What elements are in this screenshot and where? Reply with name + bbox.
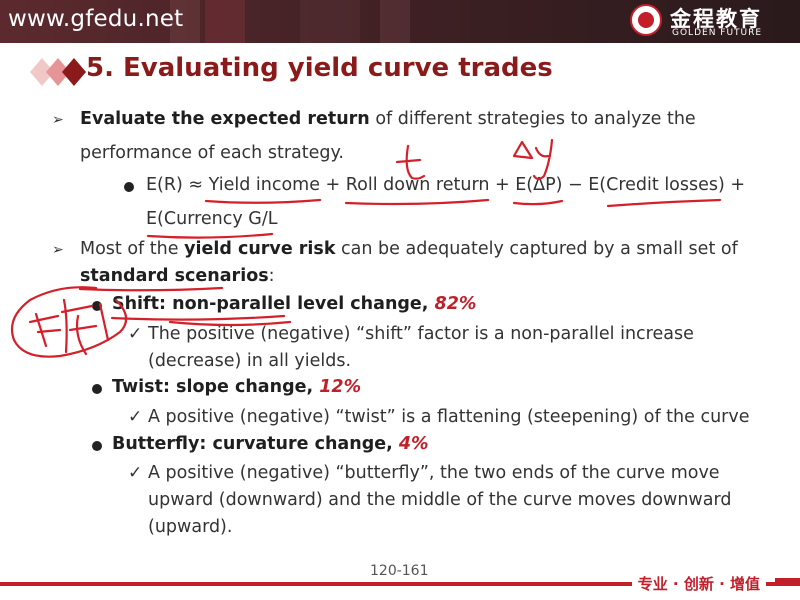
title-diamond-icon: [30, 58, 86, 86]
bullet-2-colon: :: [268, 266, 275, 286]
ink-underline-yield-income: [204, 198, 322, 204]
twist-heading: Twist: slope change, 12%: [112, 377, 361, 397]
shift-percent: 82%: [434, 294, 477, 314]
site-url[interactable]: www.gfedu.net: [8, 6, 184, 32]
bullet-1-text: Evaluate the expected return of differen…: [80, 109, 696, 129]
butterfly-percent: 4%: [398, 434, 429, 454]
ink-underline-currency: [146, 232, 274, 239]
ink-underline-roll-down: [344, 198, 490, 206]
butterfly-desc-1: A positive (negative) “butterfly”, the t…: [148, 463, 720, 483]
bullet-2-line2: standard scenarios:: [80, 266, 275, 286]
twist-percent: 12%: [319, 377, 362, 397]
butterfly-heading: Butterfly: curvature change, 4%: [112, 434, 429, 454]
check-icon: ✓: [128, 407, 143, 427]
page-number: 120-161: [370, 563, 429, 579]
bullet-1-bold: Evaluate the expected return: [80, 109, 370, 129]
header-bar: www.gfedu.net 金程教育 GOLDEN FUTURE: [0, 0, 800, 43]
check-icon: ✓: [128, 463, 143, 483]
header-stripe: [170, 0, 200, 43]
ink-underline-standard: [78, 286, 224, 292]
footer-accent: [775, 578, 800, 586]
logo-chinese-text: 金程教育: [670, 7, 762, 31]
twist-desc: A positive (negative) “twist” is a flatt…: [148, 407, 750, 427]
bullet-2-rest: can be adequately captured by a small se…: [335, 239, 738, 259]
twist-label: Twist: slope change,: [112, 377, 320, 397]
formula-line-2: E(Currency G/L: [146, 209, 278, 229]
ink-underline-credit: [606, 198, 722, 208]
ink-underline-delta-p: [512, 199, 564, 206]
ink-circle-mark: [10, 286, 128, 358]
bullet-1-rest: of different strategies to analyze the: [369, 109, 696, 129]
ink-t-mark: [395, 144, 426, 180]
shift-desc-1: The positive (negative) “shift” factor i…: [148, 324, 694, 344]
header-stripe: [205, 0, 245, 43]
formula-line-1: E(R) ≈ Yield income + Roll down return +…: [146, 175, 746, 195]
shift-label: Shift: non-parallel level change,: [112, 294, 435, 314]
arrow-bullet-icon: ➢: [52, 112, 64, 128]
bullet-2-pre: Most of the: [80, 239, 185, 259]
dot-bullet-icon: [92, 384, 102, 394]
bullet-1-line2: performance of each strategy.: [80, 143, 344, 163]
butterfly-label: Butterfly: curvature change,: [112, 434, 399, 454]
brand-logo: 金程教育 GOLDEN FUTURE: [630, 3, 790, 41]
butterfly-desc-3: (upward).: [148, 517, 233, 537]
slide-title: 5. Evaluating yield curve trades: [86, 53, 553, 83]
bullet-2-bold: yield curve risk: [184, 239, 336, 259]
header-stripe: [380, 0, 410, 43]
logo-seal-icon: [630, 4, 662, 36]
butterfly-desc-2: upward (downward) and the middle of the …: [148, 490, 732, 510]
footer-bar: [0, 582, 800, 586]
shift-desc-2: (decrease) in all yields.: [148, 351, 352, 371]
header-stripe: [300, 0, 360, 43]
footer-slogan: 专业 · 创新 · 增值: [631, 573, 766, 594]
check-icon: ✓: [128, 324, 143, 344]
shift-heading: Shift: non-parallel level change, 82%: [112, 294, 476, 314]
logo-english-text: GOLDEN FUTURE: [672, 28, 763, 38]
standard-scenarios-bold: standard scenarios: [80, 266, 269, 286]
bullet-2-text: Most of the yield curve risk can be adeq…: [80, 239, 738, 259]
dot-bullet-icon: [92, 441, 102, 451]
dot-bullet-icon: [92, 301, 102, 311]
dot-bullet-icon: [124, 182, 134, 192]
ink-delta-y-mark: [512, 138, 554, 181]
arrow-bullet-icon: ➢: [52, 242, 64, 258]
